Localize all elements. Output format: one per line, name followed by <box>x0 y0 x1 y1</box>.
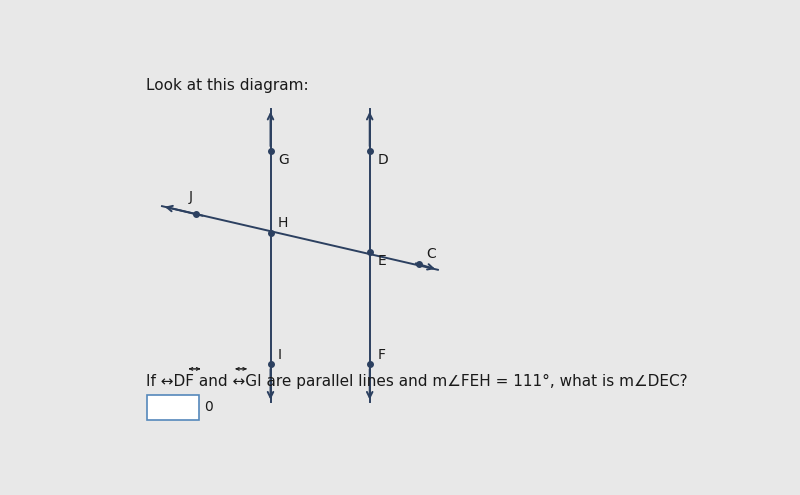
Text: F: F <box>377 348 385 362</box>
Text: C: C <box>426 248 437 261</box>
Text: If ↔DF and ↔GI are parallel lines and m∠FEH = 111°, what is m∠DEC?: If ↔DF and ↔GI are parallel lines and m∠… <box>146 374 688 389</box>
Text: E: E <box>377 254 386 268</box>
Text: 0: 0 <box>204 400 213 414</box>
Text: H: H <box>278 216 288 230</box>
Text: D: D <box>377 153 388 167</box>
FancyBboxPatch shape <box>146 395 199 420</box>
Text: J: J <box>189 190 193 204</box>
Text: I: I <box>278 348 282 362</box>
Text: Look at this diagram:: Look at this diagram: <box>146 78 309 94</box>
Text: G: G <box>278 153 289 167</box>
